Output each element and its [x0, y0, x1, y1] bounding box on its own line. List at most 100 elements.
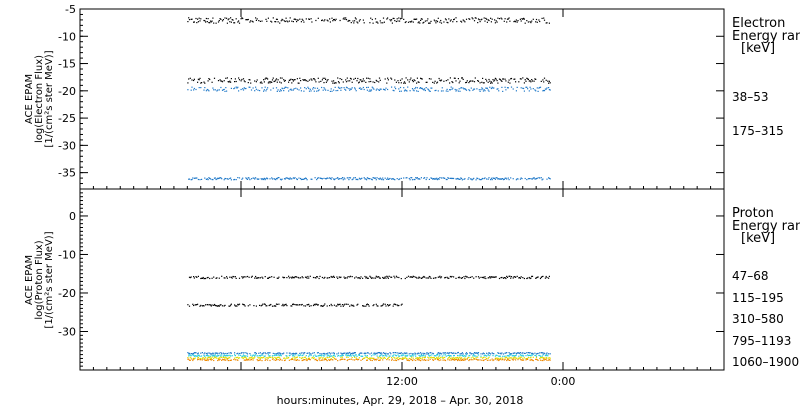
- data-point: [222, 355, 224, 357]
- proton-ylabel: ACE EPAM log(Proton Flux) [1/(cm²s ster …: [24, 231, 55, 328]
- data-point: [213, 22, 215, 24]
- data-point: [539, 355, 542, 357]
- data-point: [293, 303, 295, 306]
- data-point: [422, 88, 424, 90]
- data-point: [420, 77, 422, 79]
- data-point: [543, 19, 546, 21]
- data-point: [285, 177, 287, 179]
- data-point: [381, 357, 383, 359]
- data-point: [415, 18, 417, 20]
- data-point: [432, 352, 434, 354]
- data-point: [391, 355, 393, 357]
- data-point: [416, 90, 418, 92]
- data-point: [335, 18, 337, 20]
- data-point: [434, 358, 436, 360]
- data-point: [349, 351, 351, 354]
- data-point: [531, 178, 534, 180]
- data-point: [372, 354, 374, 356]
- data-point: [292, 89, 294, 91]
- data-point: [531, 354, 534, 356]
- data-point: [347, 353, 349, 355]
- data-point: [345, 79, 347, 81]
- data-point: [375, 352, 377, 354]
- data-point: [196, 304, 198, 306]
- data-point: [259, 277, 261, 279]
- data-point: [380, 22, 382, 24]
- data-point: [540, 352, 542, 354]
- data-point: [458, 178, 460, 180]
- data-point: [370, 357, 372, 359]
- data-point: [454, 88, 456, 91]
- data-point: [508, 359, 510, 361]
- data-point: [341, 355, 343, 357]
- data-point: [188, 359, 191, 361]
- data-point: [329, 277, 331, 279]
- electron-legend-unit: [keV]: [741, 41, 775, 56]
- data-point: [415, 276, 417, 278]
- data-point: [308, 354, 311, 356]
- data-point: [400, 278, 402, 280]
- data-point: [249, 179, 251, 181]
- data-point: [463, 359, 465, 361]
- data-point: [521, 18, 523, 20]
- data-point: [227, 81, 229, 83]
- data-point: [323, 87, 325, 89]
- data-point: [375, 179, 377, 181]
- data-point: [378, 352, 381, 354]
- data-point: [349, 177, 352, 179]
- data-point: [475, 358, 477, 360]
- data-point: [524, 177, 526, 180]
- data-point: [325, 359, 327, 361]
- data-point: [289, 352, 291, 354]
- data-point: [334, 355, 336, 357]
- data-point: [428, 352, 430, 354]
- data-point: [317, 355, 319, 357]
- data-point: [548, 357, 550, 359]
- data-point: [492, 276, 494, 278]
- data-point: [437, 276, 439, 278]
- data-point: [188, 305, 191, 307]
- data-point: [342, 305, 344, 307]
- data-point: [508, 17, 510, 19]
- data-point: [471, 353, 473, 355]
- data-point: [485, 277, 487, 280]
- data-point: [205, 277, 207, 280]
- data-point: [287, 357, 289, 359]
- data-point: [427, 88, 429, 90]
- data-point: [442, 352, 444, 354]
- data-point: [378, 178, 381, 180]
- data-point: [507, 358, 509, 360]
- data-point: [447, 79, 449, 81]
- data-point: [326, 355, 328, 357]
- data-point: [522, 352, 524, 354]
- data-point: [325, 78, 327, 80]
- data-point: [306, 277, 308, 279]
- proton-legend-entry-3: 795–1193: [732, 334, 791, 348]
- data-point: [502, 277, 505, 279]
- data-point: [308, 303, 310, 305]
- data-point: [477, 359, 480, 361]
- data-point: [281, 77, 283, 79]
- data-point: [313, 352, 315, 354]
- data-point: [293, 353, 295, 355]
- data-point: [474, 352, 476, 354]
- data-point: [480, 355, 482, 357]
- data-point: [308, 305, 311, 307]
- proton-legend-title-2: Energy ranges: [732, 219, 800, 234]
- data-point: [255, 81, 257, 83]
- data-point: [194, 355, 196, 357]
- data-point: [393, 17, 395, 20]
- data-point: [360, 79, 362, 81]
- data-point: [361, 355, 363, 357]
- electron-ylabel-line2: log(Electron Flux): [34, 55, 45, 143]
- data-point: [221, 80, 223, 82]
- data-point: [403, 357, 406, 359]
- data-point: [400, 354, 402, 356]
- data-point: [354, 277, 356, 279]
- data-point: [365, 352, 367, 354]
- data-point: [250, 89, 253, 91]
- data-point: [548, 353, 550, 355]
- data-point: [535, 178, 538, 180]
- data-point: [502, 358, 504, 360]
- data-point: [399, 352, 402, 354]
